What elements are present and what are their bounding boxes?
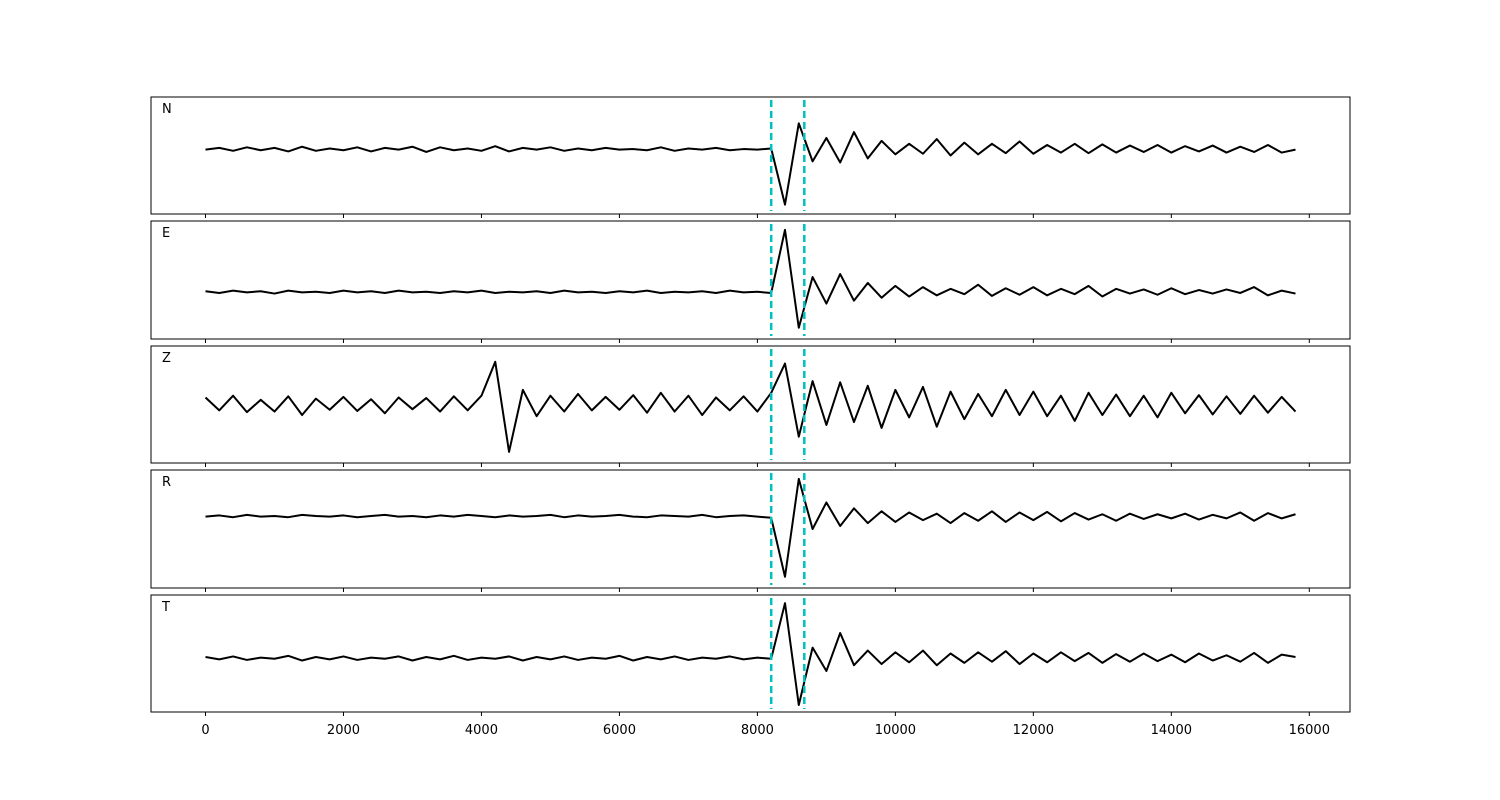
panel-frame: [150, 469, 1351, 589]
panel-label: N: [162, 102, 172, 117]
x-tick-label: 4000: [465, 723, 498, 738]
trace: [205, 477, 1296, 578]
panel-label: E: [162, 226, 170, 241]
panel-frame: [150, 594, 1351, 713]
panel-label: T: [161, 600, 170, 615]
x-tick-label: 14000: [1151, 723, 1192, 738]
x-tick-label: 8000: [741, 723, 774, 738]
panel-label: Z: [162, 351, 171, 366]
trace: [205, 122, 1296, 206]
trace: [205, 602, 1296, 706]
trace: [205, 228, 1296, 329]
x-tick-label: 10000: [875, 723, 916, 738]
x-tick-label: 16000: [1289, 723, 1330, 738]
trace: [204, 360, 1297, 453]
panel-frame: [150, 220, 1351, 340]
x-tick-label: 12000: [1013, 723, 1054, 738]
x-tick-label: 6000: [603, 723, 636, 738]
panel-label: R: [162, 475, 171, 490]
x-tick-label: 0: [201, 723, 209, 738]
x-tick-label: 2000: [327, 723, 360, 738]
panel-frame: [150, 96, 1351, 215]
